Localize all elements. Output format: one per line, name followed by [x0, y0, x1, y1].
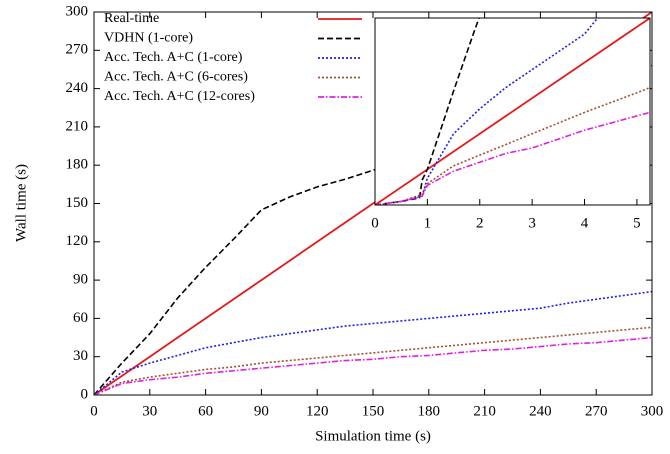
series-group [375, 18, 650, 205]
legend-label: Acc. Tech. A+C (6-cores) [104, 70, 248, 85]
x-tick-label: 0 [90, 403, 98, 419]
legend-label: Acc. Tech. A+C (1-core) [104, 50, 243, 65]
y-tick-label: 150 [66, 195, 89, 211]
x-tick-label: 1 [424, 215, 432, 231]
x-tick-label: 120 [306, 403, 329, 419]
plot-frame [374, 17, 651, 206]
x-tick-label: 300 [641, 403, 664, 419]
series-line [375, 18, 599, 205]
y-tick-label: 0 [81, 386, 89, 402]
series-line [375, 111, 650, 205]
x-tick-label: 2 [476, 215, 484, 231]
x-tick-label: 60 [198, 403, 213, 419]
y-tick-label: 60 [73, 310, 88, 326]
legend: Real-time VDHN (1-core) Acc. Tech. A+C (1-… [104, 11, 362, 104]
x-tick-label: 240 [529, 403, 552, 419]
y-tick-label: 30 [73, 348, 88, 364]
x-tick-label: 210 [473, 403, 496, 419]
legend-label: VDHN (1-core) [104, 31, 193, 46]
series-line [94, 326, 652, 395]
x-tick-label: 30 [142, 403, 157, 419]
legend-label: Real-time [104, 11, 159, 26]
x-axis-label: Simulation time (s) [315, 428, 431, 444]
series-line [94, 290, 652, 395]
y-axis-label: Wall time (s) [13, 164, 29, 242]
plot-frame [93, 11, 653, 396]
x-tick-label: 5 [633, 215, 641, 231]
x-tick-label: 180 [418, 403, 441, 419]
y-tick-label: 120 [66, 233, 89, 249]
y-tick-label: 90 [73, 272, 88, 288]
y-tick-label: 180 [66, 157, 89, 173]
legend-label: Acc. Tech. A+C (12-cores) [104, 89, 255, 104]
x-tick-label: 0 [371, 215, 379, 231]
series-line [94, 336, 652, 395]
x-tick-label: 270 [585, 403, 608, 419]
series-line [375, 86, 650, 205]
y-tick-label: 240 [66, 80, 89, 96]
y-tick-label: 210 [66, 118, 89, 134]
x-tick-label: 150 [362, 403, 385, 419]
x-tick-label: 3 [528, 215, 536, 231]
y-tick-label: 270 [66, 42, 89, 58]
y-tick-label: 300 [66, 3, 89, 19]
x-tick-label: 4 [581, 215, 589, 231]
x-tick-label: 90 [254, 403, 269, 419]
series-line [375, 18, 650, 205]
